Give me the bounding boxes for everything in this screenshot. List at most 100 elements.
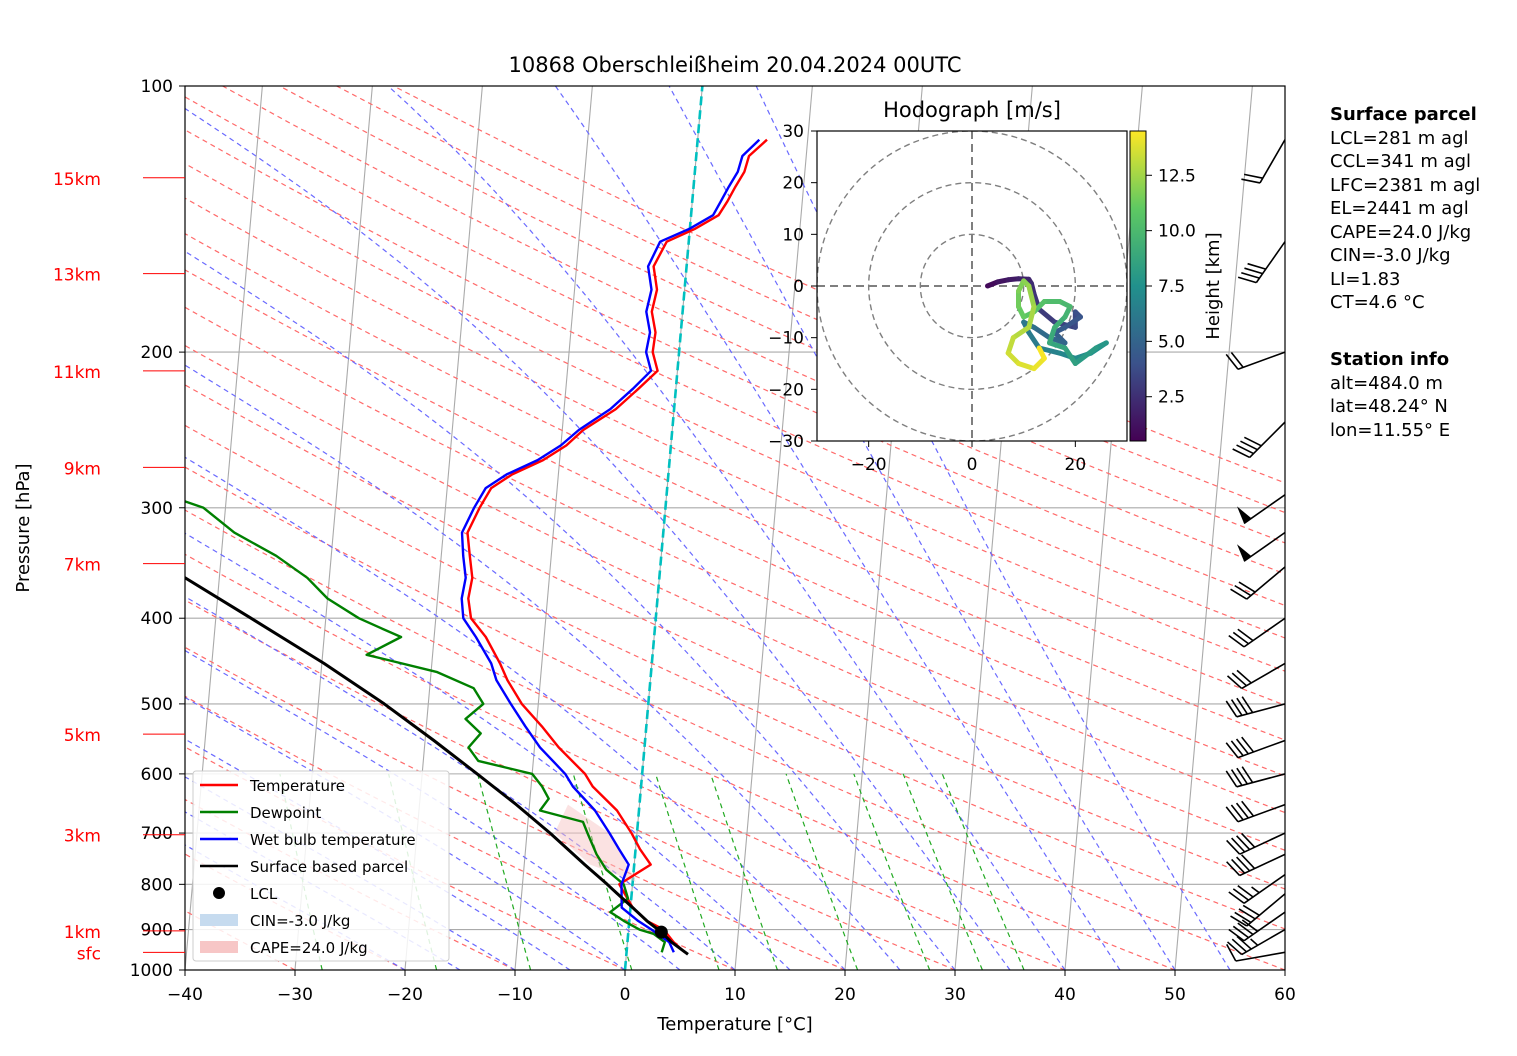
x-tick-label: 50 bbox=[1164, 985, 1186, 1005]
x-tick-label: 0 bbox=[620, 985, 631, 1005]
wind-barb bbox=[1228, 617, 1285, 648]
wind-barb-flag bbox=[1241, 178, 1261, 184]
wind-barb-flag bbox=[1230, 740, 1244, 757]
x-tick-label: 10 bbox=[724, 985, 746, 1005]
legend-swatch bbox=[213, 887, 225, 899]
height-marker-label: 7km bbox=[64, 556, 101, 576]
legend-label: Wet bulb temperature bbox=[250, 831, 416, 849]
hodograph-segment bbox=[1026, 330, 1042, 351]
wind-barb-flag bbox=[1232, 888, 1250, 901]
wind-barb-shaft bbox=[1236, 703, 1285, 718]
x-tick-label: −20 bbox=[387, 985, 423, 1005]
wind-barb-flag bbox=[1236, 669, 1252, 684]
wind-barb-flag bbox=[1244, 173, 1263, 179]
wind-barb-flag bbox=[1241, 800, 1255, 817]
profile-series bbox=[185, 138, 768, 956]
wind-barb-pennant bbox=[1237, 506, 1252, 524]
surface-parcel-panel: Surface parcel LCL=281 m agl CCL=341 m a… bbox=[1330, 103, 1480, 315]
wind-barb bbox=[1226, 928, 1285, 956]
colorbar-tick-label: 7.5 bbox=[1158, 277, 1185, 297]
wind-barb bbox=[1226, 832, 1285, 855]
isotherm-line bbox=[1064, 86, 1143, 970]
info-cin: CIN=-3.0 J/kg bbox=[1330, 245, 1451, 266]
wind-barb-flag bbox=[1236, 935, 1252, 950]
wind-barb-flag bbox=[1225, 700, 1238, 718]
hodograph-segment bbox=[1062, 345, 1078, 366]
mixing-ratio-line bbox=[902, 773, 983, 970]
x-tick-label: 60 bbox=[1274, 985, 1296, 1005]
wind-barb bbox=[1237, 241, 1285, 284]
cape-area bbox=[554, 804, 636, 882]
hodograph-x-tick-label: 20 bbox=[1065, 455, 1087, 475]
wind-barb bbox=[1225, 800, 1285, 823]
dry-adiabat-line bbox=[185, 746, 626, 970]
legend-box bbox=[192, 770, 450, 962]
moist-adiabat-line bbox=[185, 696, 626, 970]
height-marker-label: 9km bbox=[64, 459, 101, 479]
info-ccl: CCL=341 m agl bbox=[1330, 151, 1472, 172]
wind-barb-shaft bbox=[1237, 351, 1285, 370]
wind-barb bbox=[1237, 531, 1285, 562]
dry-adiabat-line bbox=[185, 344, 1285, 851]
x-tick-label: −40 bbox=[167, 985, 203, 1005]
wind-barb-flag bbox=[1237, 628, 1254, 642]
height-marker-label: 1km bbox=[64, 923, 101, 943]
wind-barb bbox=[1228, 873, 1285, 904]
hodograph-y-tick-label: 30 bbox=[782, 122, 804, 142]
wind-barb-flag bbox=[1230, 804, 1244, 821]
wind-barb-flag bbox=[1241, 736, 1255, 753]
moist-adiabat-line bbox=[185, 649, 681, 970]
wind-barb-flag bbox=[1241, 766, 1254, 783]
isobars bbox=[185, 86, 1285, 970]
wind-barb bbox=[1230, 566, 1285, 600]
legend: Temperature Dewpoint Wet bulb temperature S… bbox=[192, 770, 450, 962]
legend-label: Temperature bbox=[249, 777, 345, 795]
hodograph-y-tick-label: 20 bbox=[782, 174, 804, 194]
info-li: LI=1.83 bbox=[1330, 268, 1401, 290]
hodograph-segment bbox=[1036, 345, 1063, 356]
hodograph-ring bbox=[867, 181, 1077, 391]
zero-isotherm-line bbox=[623, 86, 704, 970]
wind-barb-flag bbox=[1241, 854, 1256, 870]
wind-barb-flag bbox=[1226, 839, 1241, 855]
height-marker-label: 15km bbox=[53, 170, 101, 190]
dry-adiabat-line bbox=[185, 384, 1285, 890]
y-axis-label: Pressure [hPa] bbox=[13, 463, 34, 592]
hodograph-ticks: −20 0 20 30 20 10 0 −10 −20 −30 bbox=[768, 122, 1086, 475]
dry-adiabat-line bbox=[185, 424, 1285, 930]
wind-barb bbox=[1225, 351, 1285, 370]
dry-adiabat-line bbox=[185, 466, 1285, 970]
lcl-marker bbox=[654, 925, 668, 939]
moist-adiabat-line bbox=[554, 86, 1121, 970]
hodograph: Hodograph [m/s] −20 0 20 30 20 10 0 −10 −20 −30 2… bbox=[768, 98, 1224, 475]
wind-barb bbox=[1225, 696, 1285, 718]
plot-area bbox=[185, 86, 1285, 970]
y-tick-label: 500 bbox=[141, 695, 173, 715]
wind-barb-shaft bbox=[1246, 566, 1285, 600]
dry-adiabat-line bbox=[185, 509, 1176, 970]
wind-barb bbox=[1228, 911, 1285, 942]
wind-barb-flag bbox=[1231, 672, 1247, 687]
wind-barb-flag bbox=[1235, 738, 1249, 755]
wind-barb-shaft bbox=[1236, 773, 1285, 788]
colorbar-tick-label: 12.5 bbox=[1158, 166, 1196, 186]
station-lat: lat=48.24° N bbox=[1330, 396, 1448, 417]
station-lon: lon=11.55° E bbox=[1330, 419, 1451, 441]
wind-barb-flag bbox=[1230, 588, 1248, 600]
wind-barb-flag bbox=[1234, 911, 1252, 924]
wind-barb-shaft bbox=[1243, 873, 1285, 904]
moist-adiabat-line bbox=[185, 250, 956, 970]
hodograph-y-tick-label: 10 bbox=[782, 225, 804, 245]
wind-barb-flag bbox=[1236, 835, 1251, 851]
wind-barb bbox=[1232, 421, 1285, 459]
colorbar-label: Height [km] bbox=[1203, 232, 1224, 339]
wind-barb-flag bbox=[1241, 919, 1259, 932]
hodograph-segment bbox=[1072, 345, 1099, 366]
wind-barb-shaft bbox=[1237, 739, 1285, 759]
height-marker-label: 13km bbox=[53, 266, 101, 286]
hodograph-segment bbox=[1026, 283, 1037, 310]
info-ct: CT=4.6 °C bbox=[1330, 292, 1425, 313]
dry-adiabat-line bbox=[185, 695, 736, 970]
wind-barb-flag bbox=[1241, 696, 1254, 714]
